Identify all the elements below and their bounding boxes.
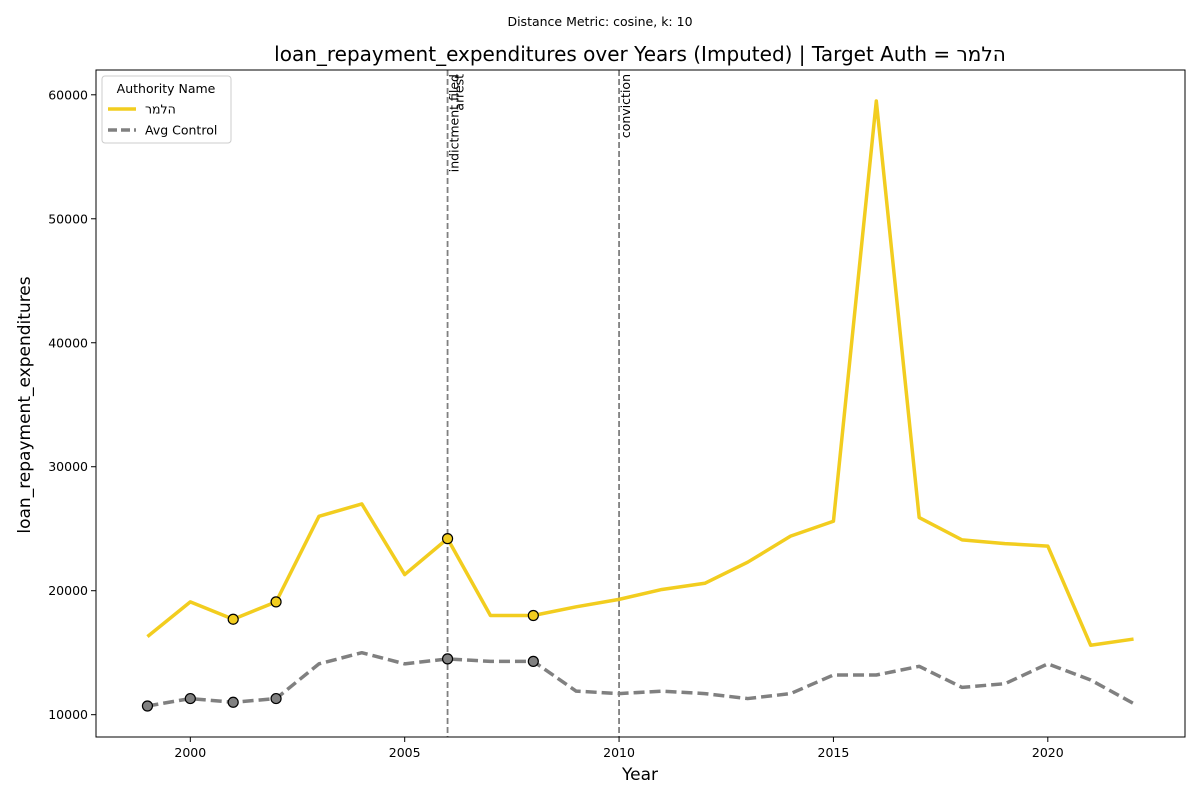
data-point-control: [227, 696, 239, 708]
data-point-target: [441, 533, 454, 545]
x-tick-label: 2015: [818, 745, 850, 760]
x-tick-label: 2005: [389, 745, 421, 760]
legend-entry-control: Avg Control: [145, 123, 217, 138]
chart-suptitle: Distance Metric: cosine, k: 10: [507, 14, 692, 29]
y-tick-label: 20000: [48, 583, 88, 598]
y-tick-label: 60000: [48, 87, 88, 102]
y-axis-label: loan_repayment_expenditures: [15, 276, 35, 533]
y-tick-label: 10000: [48, 707, 88, 722]
x-tick-label: 2010: [603, 745, 635, 760]
data-point-target: [270, 596, 282, 608]
data-point-target: [227, 613, 239, 625]
plot-frame: [95, 69, 1186, 738]
chart-title: loan_repayment_expenditures over Years (…: [274, 42, 1006, 66]
x-tick-label: 2000: [174, 745, 206, 760]
annotation-label: conviction: [618, 74, 633, 138]
legend-entry-target: הלמר: [145, 102, 176, 117]
series-line-target: [146, 99, 1134, 648]
legend: Authority Name הלמר Avg Control: [101, 75, 232, 144]
data-point-control: [184, 692, 196, 705]
annotation-label: indictment filed: [447, 74, 462, 172]
y-tick-label: 40000: [48, 335, 88, 350]
series-line-control: [147, 650, 1135, 708]
data-point-target: [527, 609, 539, 622]
x-tick-label: 2020: [1032, 745, 1064, 760]
x-axis-label: Year: [621, 765, 658, 785]
data-point-control: [270, 692, 282, 705]
y-tick-label: 50000: [48, 211, 88, 226]
legend-title: Authority Name: [117, 81, 216, 96]
annotation-label: arrest: [452, 74, 467, 111]
axis-ticks: 2000 2005 2010 2015 2020 10000 20000 30000 40000…: [48, 87, 1064, 760]
legend-box: [101, 75, 232, 144]
data-point-control: [441, 653, 454, 665]
data-point-control: [527, 655, 539, 667]
data-point-control: [141, 700, 154, 712]
y-tick-label: 30000: [48, 459, 88, 474]
series-layer: [141, 99, 1135, 712]
